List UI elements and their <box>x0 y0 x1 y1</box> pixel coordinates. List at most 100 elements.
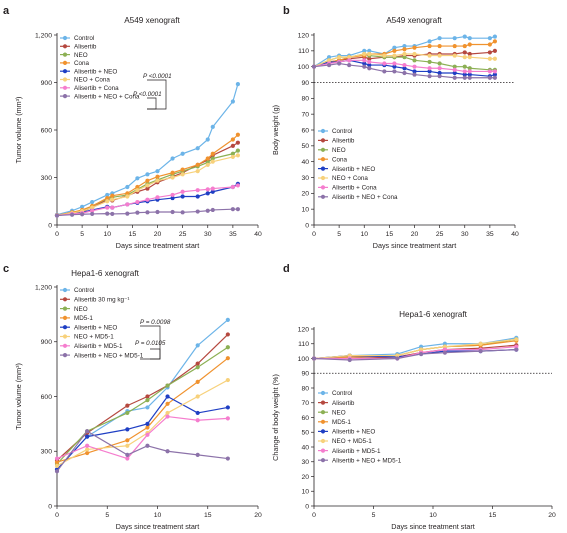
data-point <box>54 213 60 218</box>
data-point <box>437 61 442 66</box>
data-point <box>165 414 170 419</box>
legend-label: Alisertib <box>332 400 355 407</box>
data-point <box>145 425 150 430</box>
data-point <box>462 69 467 74</box>
data-point <box>392 61 397 66</box>
legend-marker <box>320 410 326 415</box>
legend-marker <box>320 429 326 434</box>
data-point <box>452 43 457 49</box>
data-point <box>125 456 130 461</box>
x-tick-label: 10 <box>154 512 162 519</box>
data-point <box>402 66 407 71</box>
data-point <box>125 202 130 207</box>
data-point <box>210 159 215 164</box>
x-tick-label: 5 <box>80 231 84 238</box>
data-point <box>452 70 457 76</box>
x-tick-label: 20 <box>154 231 162 238</box>
legend-marker <box>320 419 326 424</box>
data-point <box>367 62 372 68</box>
data-point <box>419 347 424 352</box>
data-point <box>326 58 332 63</box>
data-point <box>155 169 160 174</box>
data-point <box>311 356 317 361</box>
legend-label: MD5-1 <box>332 419 351 426</box>
data-point <box>195 209 200 214</box>
data-point <box>155 178 160 183</box>
data-point <box>54 456 60 461</box>
x-axis-label: Days since treatment start <box>391 522 475 531</box>
legend-label: Alisertib + NEO + MD5-1 <box>74 352 144 359</box>
y-tick-label: 50 <box>301 143 309 150</box>
legend-marker <box>320 166 326 171</box>
y-tick-label: 90 <box>301 80 309 87</box>
data-point <box>80 212 85 217</box>
y-tick-label: 10 <box>301 489 309 496</box>
data-point <box>145 398 150 403</box>
y-tick-label: 100 <box>298 356 310 363</box>
x-tick-label: 5 <box>372 512 376 519</box>
data-point <box>225 456 230 461</box>
data-point <box>145 443 150 448</box>
data-point <box>230 154 235 160</box>
y-tick-label: 80 <box>301 385 309 392</box>
legend-marker <box>62 315 68 320</box>
x-tick-label: 5 <box>337 231 341 238</box>
legend-marker <box>62 77 68 82</box>
data-point <box>165 449 170 454</box>
data-point <box>125 438 130 443</box>
y-tick-label: 300 <box>41 449 53 456</box>
data-point <box>235 140 240 145</box>
data-point <box>225 332 230 337</box>
data-point <box>452 36 457 41</box>
data-point <box>195 394 200 399</box>
data-point <box>135 176 140 181</box>
data-point <box>135 199 140 205</box>
data-point <box>145 394 150 399</box>
data-point <box>492 56 497 61</box>
series-b-7 <box>311 61 497 80</box>
y-tick-label: 100 <box>298 64 310 71</box>
data-point <box>326 55 332 60</box>
legend-label: Control <box>332 390 352 397</box>
chart-a: 0 5 10 15 20 25 30 35 40 0 300 600 900 1,200 Days sinc… <box>14 32 262 250</box>
data-point <box>462 55 467 60</box>
data-point <box>402 47 407 52</box>
data-point <box>145 405 150 410</box>
legend-label: NEO <box>332 409 346 416</box>
data-point <box>392 64 397 69</box>
y-tick-label: 10 <box>301 206 309 213</box>
data-point <box>210 156 215 161</box>
data-point <box>487 69 492 74</box>
x-tick-label: 20 <box>548 512 556 519</box>
panel-title-b: A549 xenograft <box>386 16 442 25</box>
data-point <box>392 48 397 53</box>
data-point <box>125 211 130 216</box>
y-tick-label: 0 <box>48 503 52 510</box>
y-tick-label: 60 <box>301 415 309 422</box>
x-tick-label: 0 <box>55 512 59 519</box>
data-point <box>362 48 367 53</box>
y-tick-label: 70 <box>301 400 309 407</box>
data-point <box>80 204 85 209</box>
data-point <box>462 64 467 69</box>
x-tick-label: 30 <box>461 231 469 238</box>
data-point <box>337 61 342 66</box>
data-point <box>125 443 130 448</box>
legend-marker <box>62 287 68 293</box>
data-point <box>165 410 170 416</box>
data-point <box>395 356 400 361</box>
data-point <box>392 45 397 50</box>
data-point <box>492 72 497 77</box>
legend-label: Alisertib + Cona <box>332 185 377 192</box>
data-point <box>514 344 519 349</box>
chart-d: 0 5 10 15 20 0 10 20 30 40 50 60 70 80 90 100 110 120 Days… <box>271 326 556 531</box>
data-point <box>427 69 432 74</box>
data-point <box>195 410 200 416</box>
data-point <box>442 341 447 346</box>
data-point <box>85 443 90 448</box>
data-point <box>205 156 210 161</box>
data-point <box>487 36 492 41</box>
x-tick-label: 20 <box>411 231 419 238</box>
y-tick-label: 90 <box>301 371 309 378</box>
data-point <box>442 350 447 355</box>
